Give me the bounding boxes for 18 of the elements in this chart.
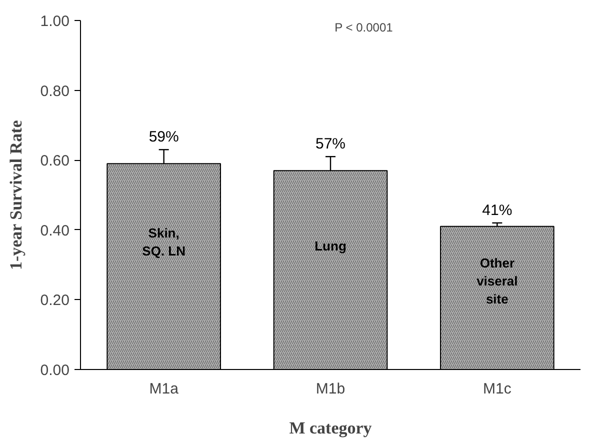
annotation: Skin, SQ. LN [142,225,186,258]
y-tick-label: 0.40 [40,222,70,240]
x-tick-label: M1a [149,380,180,398]
x-tick-label: M1c [483,380,512,398]
x-axis-title: M category [289,418,372,438]
x-tick-label: M1b [316,380,346,398]
y-axis-title: 1-year Survival Rate [6,120,26,270]
annotation: P < 0.0001 [334,20,394,34]
data-label: 57% [315,136,346,153]
y-tick-label: 0.60 [40,152,70,170]
y-tick-label: 0.00 [40,362,70,379]
annotation: Other viseral site [476,255,518,306]
y-tick-label: 0.20 [40,292,70,310]
data-label: 59% [148,128,179,146]
y-tick-label: 0.80 [40,82,70,100]
y-tick-label: 1.00 [40,13,70,30]
data-label: 41% [482,202,512,219]
annotation: Lung [314,238,346,254]
